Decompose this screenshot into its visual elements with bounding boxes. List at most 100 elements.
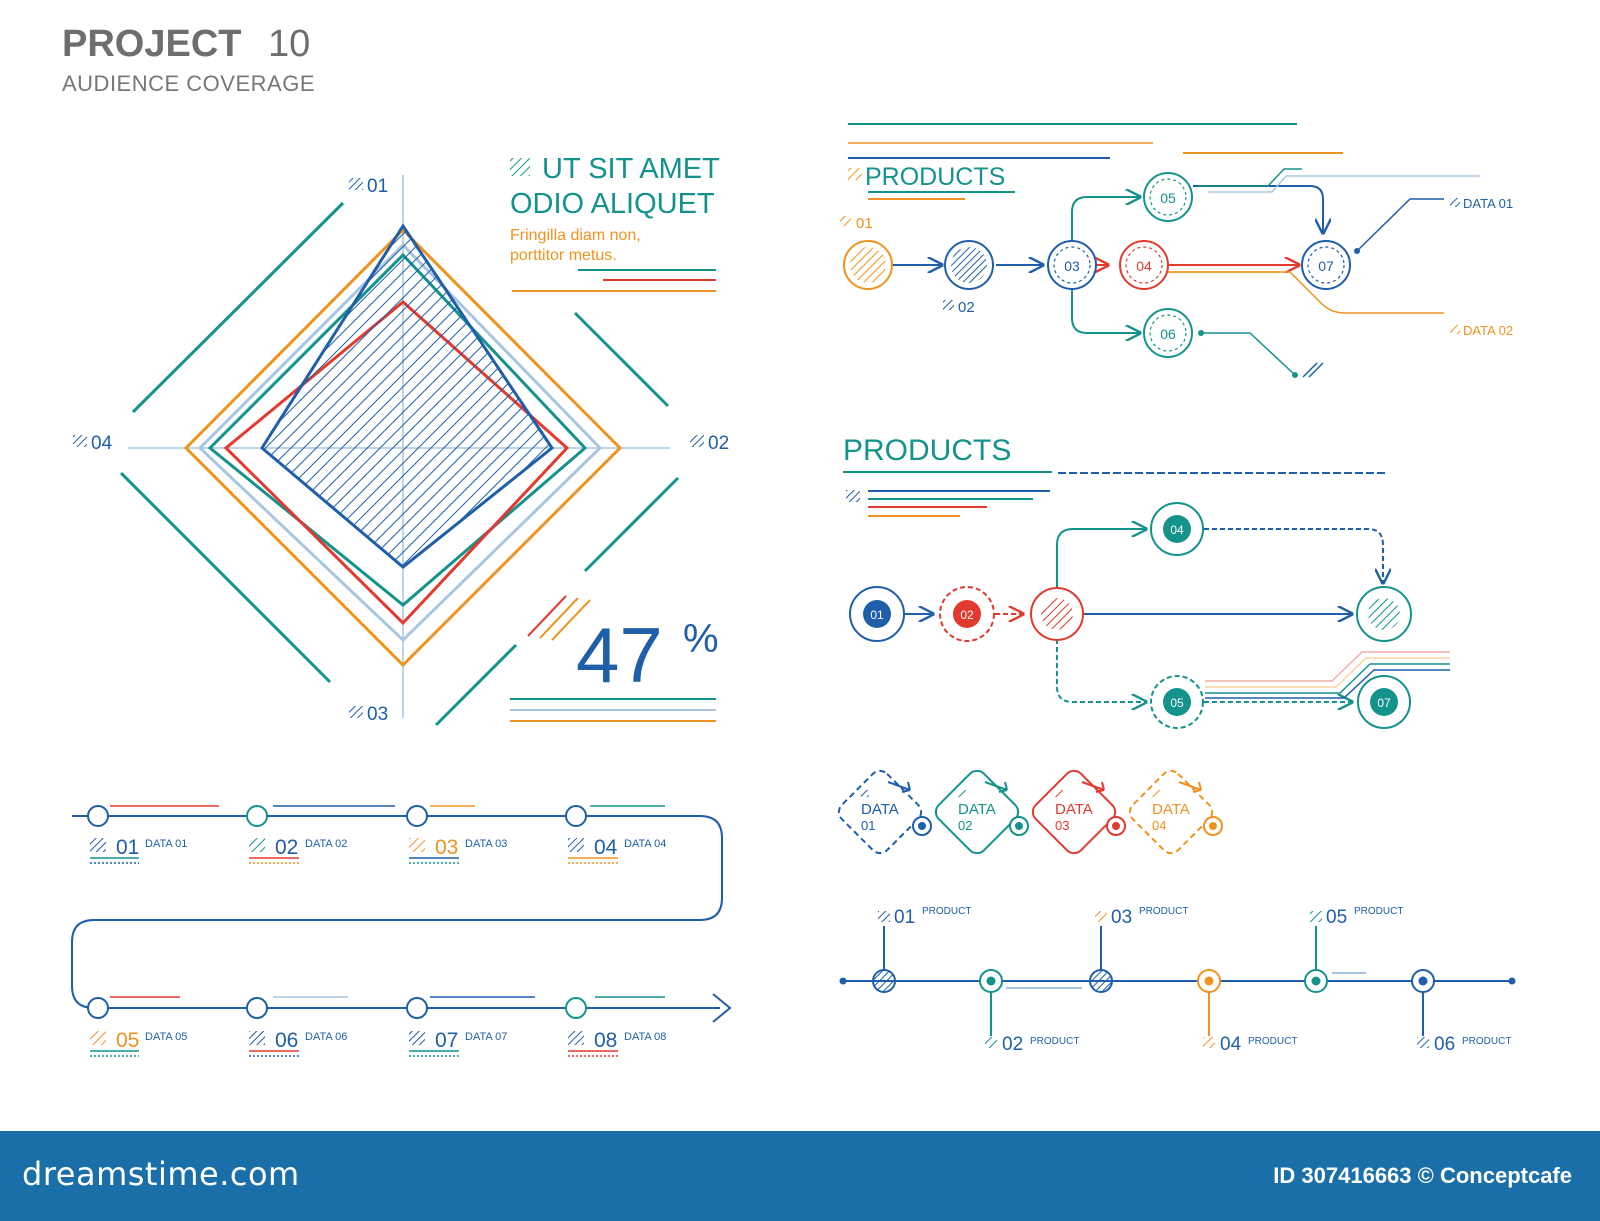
snake-path bbox=[71, 815, 723, 1009]
data-badge-01: DATA 01 bbox=[837, 769, 932, 855]
hatch-icon bbox=[985, 1037, 997, 1048]
timeline-label-01: PRODUCT bbox=[922, 906, 971, 917]
snake-step-num-02: 02 bbox=[275, 836, 298, 859]
product-timeline: 01 PRODUCT 02 PRODUCT 03 PRODUCT 04 PROD… bbox=[839, 906, 1516, 1055]
flow1-node-02-fill bbox=[951, 247, 987, 283]
flow1-connector bbox=[1201, 332, 1296, 376]
flow1-node-07-ring bbox=[1307, 246, 1345, 284]
timeline-node-03 bbox=[1089, 969, 1113, 993]
snake-node-02 bbox=[246, 805, 268, 827]
timeline-node-01 bbox=[872, 969, 896, 993]
badge-dot-core bbox=[1112, 822, 1120, 830]
badge-number: 02 bbox=[958, 818, 972, 833]
flow1-node-05-ring bbox=[1149, 178, 1187, 216]
radar-text-line2: porttitor metus. bbox=[510, 247, 617, 264]
snake-node-08 bbox=[565, 997, 587, 1019]
accent-stripe bbox=[1302, 362, 1318, 378]
radar-heading-line2: ODIO ALIQUET bbox=[510, 188, 715, 220]
flow2-node-03-fill bbox=[1041, 598, 1073, 630]
flow1-node-03-ring bbox=[1053, 246, 1091, 284]
flow1-node-03 bbox=[1047, 240, 1097, 290]
flow2-node-07 bbox=[1357, 675, 1411, 729]
flow2-node-label: 01 bbox=[870, 608, 884, 622]
flow1-node-04-ring bbox=[1125, 246, 1163, 284]
project-title-number: 10 bbox=[268, 23, 310, 65]
connector-dot bbox=[1198, 330, 1204, 336]
flow2-connector bbox=[1204, 528, 1383, 583]
snake-step-num-06: 06 bbox=[275, 1029, 298, 1052]
flow2-node-02 bbox=[939, 586, 995, 642]
products-flow-2: PRODUCTS 01 02 04 05 bbox=[843, 434, 1450, 729]
flow2-node-04-fill bbox=[1163, 515, 1191, 543]
hatch-icon bbox=[349, 706, 363, 718]
flow1-node-label: 04 bbox=[1136, 258, 1152, 274]
flow2-connector bbox=[1056, 529, 1146, 589]
flow1-node-label: 07 bbox=[1318, 258, 1334, 274]
flow2-node-03 bbox=[1030, 587, 1084, 641]
radar-axis-label-01: 01 bbox=[367, 176, 388, 197]
badge-number: 03 bbox=[1055, 818, 1069, 833]
snake-node-04 bbox=[565, 805, 587, 827]
timeline-node-06-core bbox=[1418, 976, 1428, 986]
flow2-connector bbox=[1056, 639, 1146, 702]
flow2-node-06 bbox=[1356, 586, 1412, 642]
radar-series-teal bbox=[207, 252, 588, 607]
snake-node-06 bbox=[246, 997, 268, 1019]
badge-arrow-icon bbox=[984, 781, 1008, 793]
timeline-label-05: PRODUCT bbox=[1354, 906, 1403, 917]
hatch-icon bbox=[90, 1031, 106, 1045]
badge-number: 04 bbox=[1152, 818, 1166, 833]
badge-dot-core bbox=[1015, 822, 1023, 830]
flow1-connector bbox=[1356, 198, 1444, 252]
flow1-node-02 bbox=[944, 240, 994, 290]
hatch-icon bbox=[861, 790, 869, 797]
snake-step-num-05: 05 bbox=[116, 1029, 139, 1052]
timeline-num-02: 02 bbox=[1002, 1034, 1023, 1055]
flow1-connector bbox=[1193, 185, 1323, 233]
timeline-label-02: PRODUCT bbox=[1030, 1036, 1079, 1047]
percent-value: 47 bbox=[576, 611, 663, 699]
flow1-title: PRODUCTS bbox=[865, 163, 1005, 191]
hatch-icon bbox=[1152, 790, 1160, 797]
snake-step-num-04: 04 bbox=[594, 836, 618, 859]
badge-label: DATA bbox=[1055, 801, 1093, 818]
frame-line-nw bbox=[131, 201, 345, 414]
flow1-node-label: 03 bbox=[1064, 258, 1080, 274]
flow2-node-07-fill bbox=[1370, 688, 1398, 716]
radar-series-blue bbox=[260, 223, 555, 569]
flow2-connector bbox=[1205, 663, 1450, 694]
snake-step-num-03: 03 bbox=[435, 836, 458, 859]
flow1-node-04 bbox=[1119, 240, 1169, 290]
hatch-icon bbox=[1095, 911, 1107, 922]
timeline-label-04: PRODUCT bbox=[1248, 1036, 1297, 1047]
snake-step-label-02: DATA 02 bbox=[305, 838, 347, 850]
footer-credit: ID 307416663 © Conceptcafe bbox=[1273, 1163, 1572, 1188]
flow2-node-01 bbox=[849, 586, 905, 642]
badge-label: DATA bbox=[1152, 801, 1190, 818]
flow2-connector bbox=[1205, 657, 1450, 688]
flow2-node-05 bbox=[1150, 675, 1204, 729]
accent-stripe bbox=[527, 595, 567, 637]
hatch-icon bbox=[848, 168, 862, 180]
timeline-label-03: PRODUCT bbox=[1139, 906, 1188, 917]
accent-stripe bbox=[1308, 362, 1324, 378]
hatch-icon bbox=[840, 216, 851, 226]
timeline-node-05-core bbox=[1311, 976, 1321, 986]
footer-site[interactable]: dreamstime.com bbox=[22, 1155, 300, 1193]
snake-step-label-06: DATA 06 bbox=[305, 1031, 347, 1043]
hatch-icon bbox=[409, 838, 425, 852]
snake-timeline: 01 DATA 01 02 DATA 02 03 DATA 03 04 DATA… bbox=[71, 805, 732, 1057]
snake-node-07 bbox=[406, 997, 428, 1019]
hatch-icon bbox=[568, 838, 584, 852]
flow1-node-01-fill bbox=[850, 247, 886, 283]
badge-outline bbox=[837, 769, 923, 855]
badge-arrow-icon bbox=[1081, 781, 1105, 793]
badge-outline bbox=[934, 769, 1020, 855]
hatch-icon bbox=[1450, 325, 1460, 334]
hatch-icon bbox=[510, 158, 530, 176]
flow2-node-02-fill bbox=[953, 600, 981, 628]
snake-arrow-icon bbox=[712, 993, 732, 1023]
flow2-node-label: 04 bbox=[1170, 523, 1184, 537]
snake-step-num-07: 07 bbox=[435, 1029, 458, 1052]
hatch-icon bbox=[249, 1031, 265, 1045]
